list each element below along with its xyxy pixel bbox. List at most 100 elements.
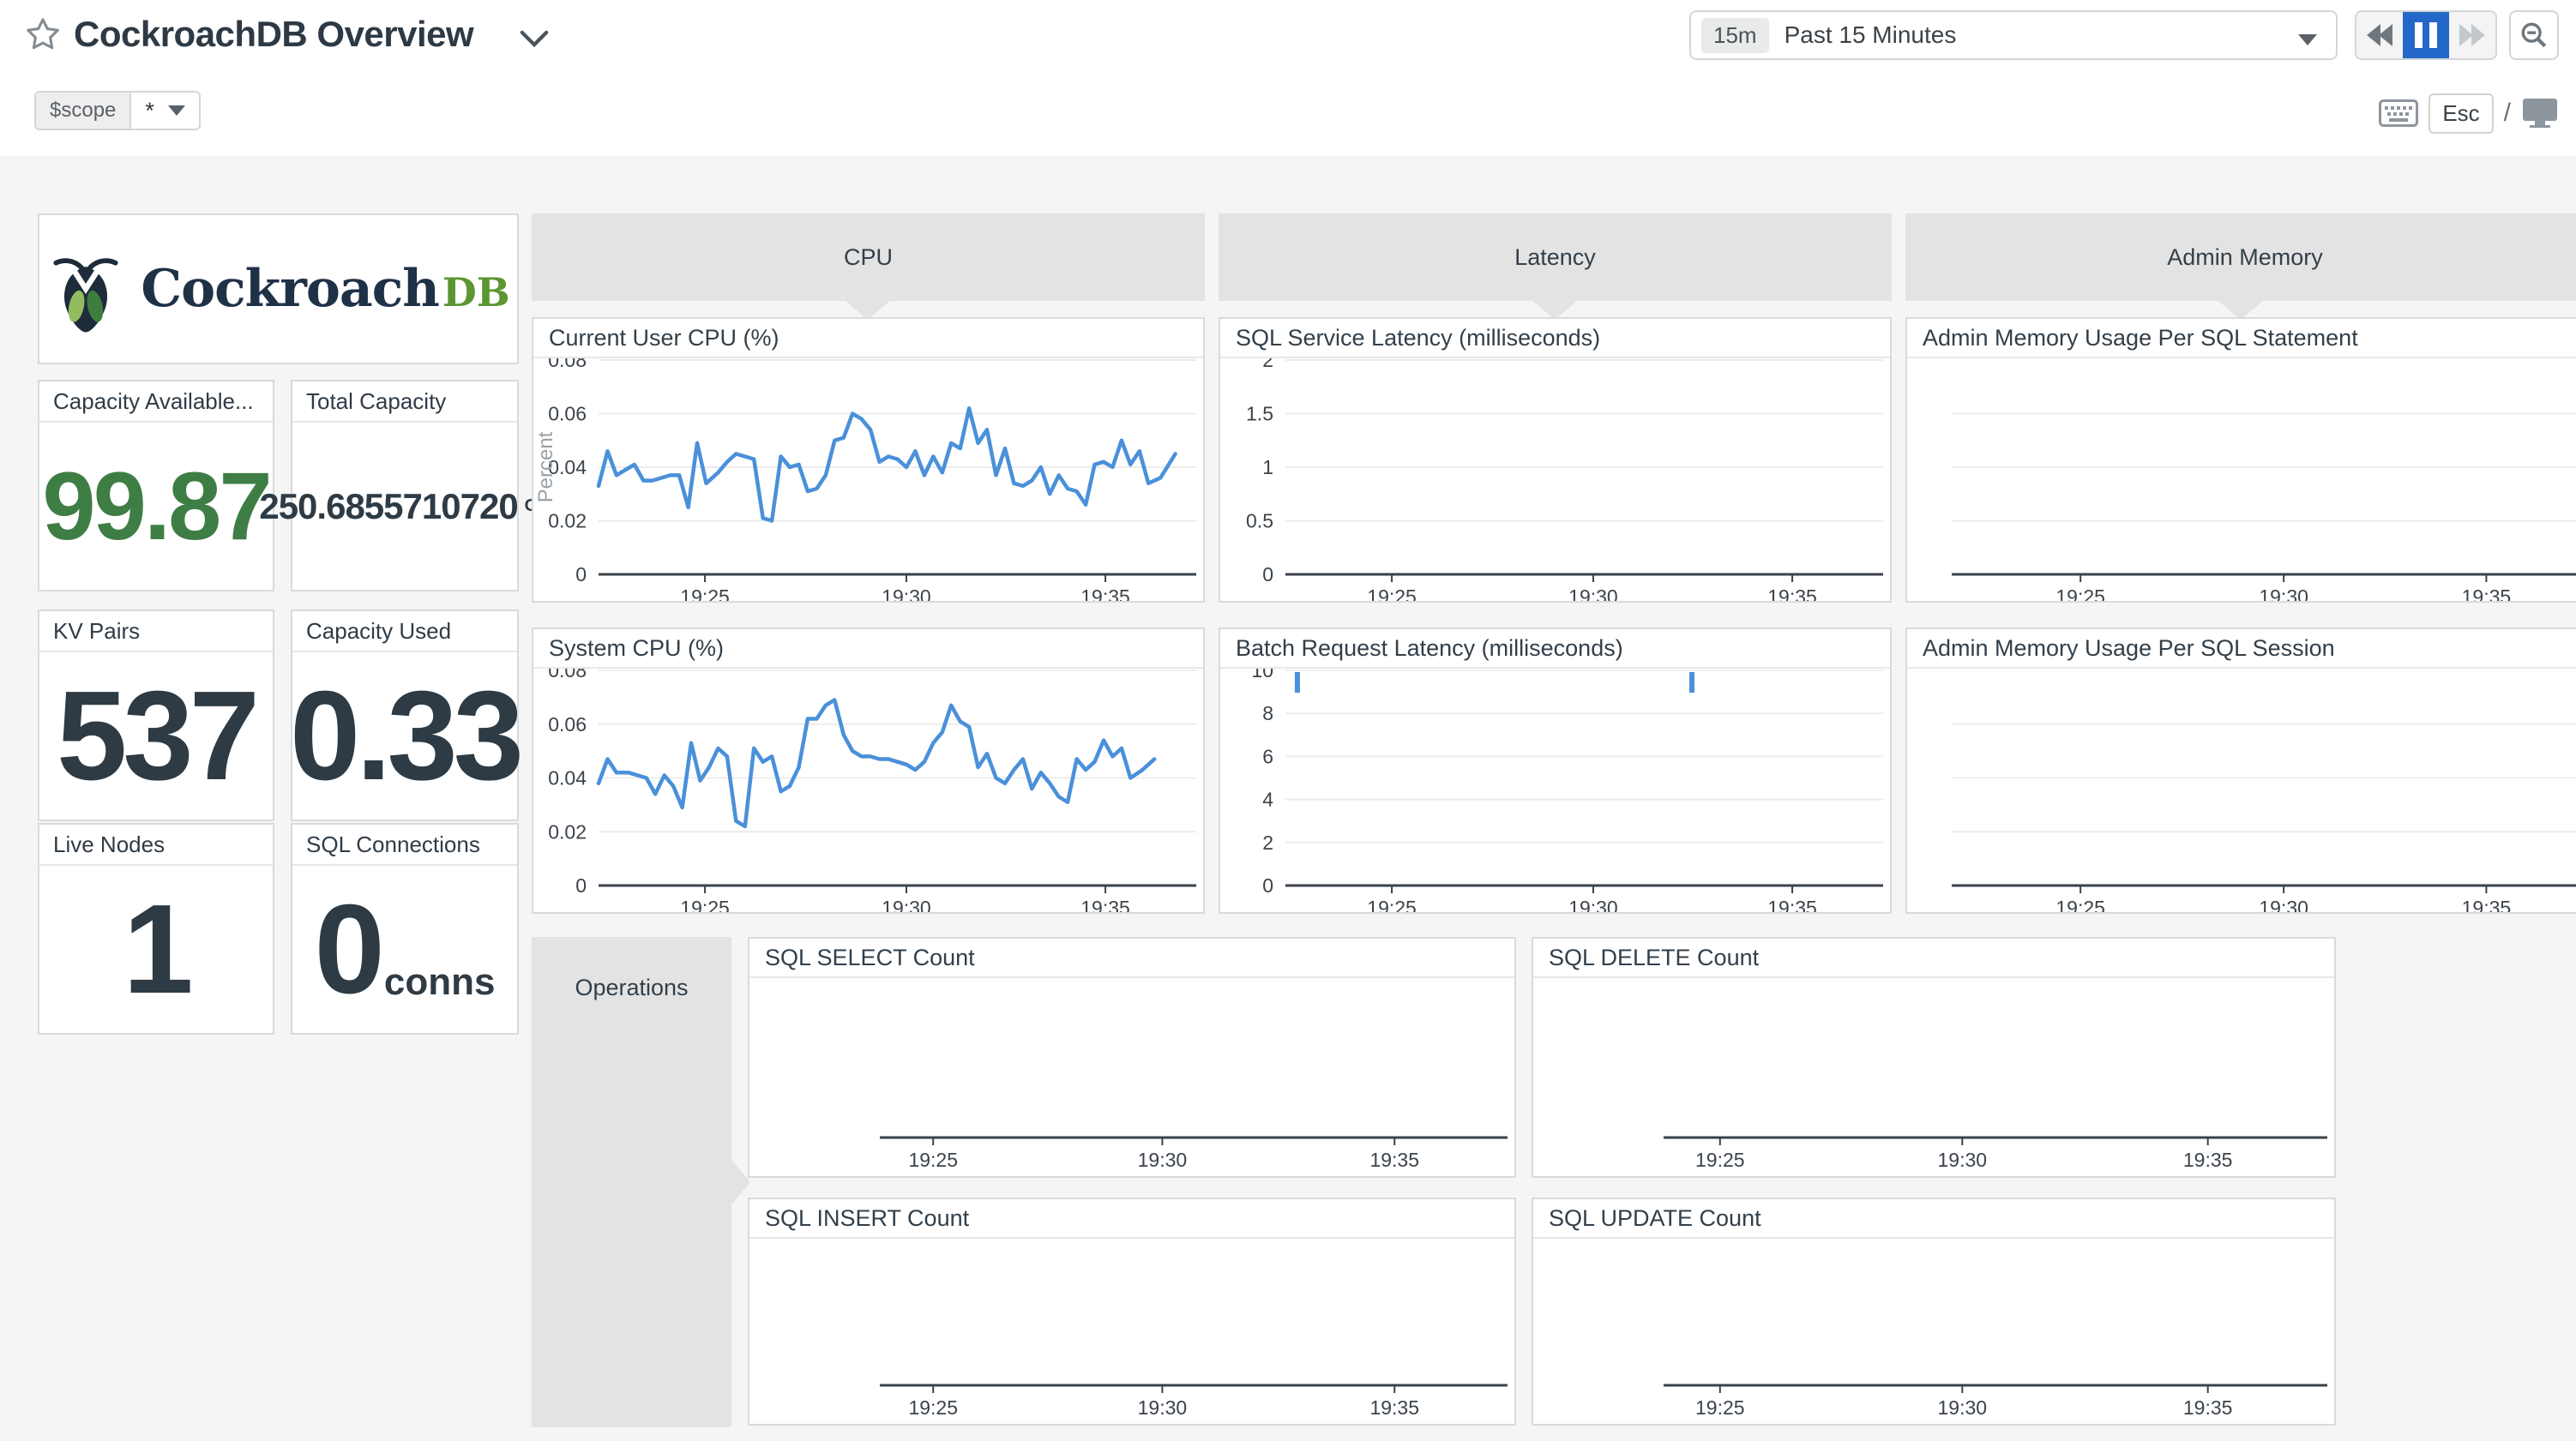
cockroachdb-logo-card: CockroachDB <box>38 213 519 364</box>
svg-text:1.5: 1.5 <box>1246 403 1273 425</box>
scope-caret-icon <box>167 105 185 116</box>
svg-text:0.08: 0.08 <box>548 669 587 681</box>
chart-plot-current-user-cpu[interactable]: 0.08 0.06 0.04 0.02 0 19:25 19:30 19:35 Percent <box>533 349 1203 608</box>
svg-text:19:30: 19:30 <box>1138 1396 1188 1419</box>
rewind-button[interactable] <box>2356 12 2403 58</box>
chart-plot-system-cpu[interactable]: 0.08 0.06 0.04 0.02 0 19:25 19:30 19:35 <box>533 659 1203 919</box>
chart-card-current-user-cpu: Current User CPU (%) 0.08 0.06 0.04 0.02 0 19… <box>532 317 1205 608</box>
group-notch-cpu <box>846 301 890 320</box>
svg-text:0: 0 <box>1262 563 1273 585</box>
svg-text:19:35: 19:35 <box>2462 897 2512 912</box>
stat-card-capacity-used: Capacity Used 0.33 <box>289 609 524 821</box>
chart-title: SQL Service Latency (milliseconds) <box>1220 319 1890 358</box>
svg-text:19:35: 19:35 <box>1080 897 1130 912</box>
svg-text:19:30: 19:30 <box>882 897 931 912</box>
svg-text:1: 1 <box>1262 456 1273 478</box>
svg-text:19:25: 19:25 <box>908 1149 958 1171</box>
stat-value: 99.87 <box>42 453 272 560</box>
group-header-operations: Operations <box>532 937 731 1427</box>
chart-title: Current User CPU (%) <box>533 319 1203 358</box>
chart-title: Admin Memory Usage Per SQL Statement <box>1907 319 2576 358</box>
svg-text:10: 10 <box>1251 669 1273 681</box>
chart-title: System CPU (%) <box>533 629 1203 669</box>
svg-text:19:25: 19:25 <box>1367 897 1417 912</box>
stat-value: 0.33 <box>289 664 524 807</box>
favorite-star-icon[interactable] <box>24 15 62 53</box>
svg-text:19:30: 19:30 <box>1568 585 1618 601</box>
group-header-admin-memory: Admin Memory <box>1905 213 2576 301</box>
stat-label: KV Pairs <box>39 611 273 652</box>
pause-icon <box>2415 22 2437 48</box>
fast-forward-icon <box>2459 24 2485 46</box>
svg-text:0: 0 <box>575 874 587 897</box>
magnifier-minus-icon <box>2521 22 2547 48</box>
chart-card-sql-insert-count: SQL INSERT Count 19:25 19:30 19:35 <box>748 1198 1516 1426</box>
stat-card-sql-connections: SQL Connections 0 conns <box>291 823 519 1035</box>
svg-text:19:25: 19:25 <box>680 585 730 601</box>
svg-text:2: 2 <box>1262 832 1273 854</box>
time-range-badge: 15m <box>1701 17 1769 53</box>
svg-text:19:25: 19:25 <box>908 1396 958 1419</box>
group-header-latency: Latency <box>1219 213 1892 301</box>
stat-label: Live Nodes <box>39 825 273 866</box>
chart-plot-sql-insert-count[interactable]: 19:25 19:30 19:35 <box>749 1239 1514 1424</box>
svg-text:0.02: 0.02 <box>548 820 587 843</box>
chart-plot-sql-service-latency[interactable]: 2 1.5 1 0.5 0 19:25 19:30 19:35 <box>1220 349 1890 608</box>
svg-text:19:35: 19:35 <box>1369 1149 1419 1171</box>
svg-text:0.06: 0.06 <box>548 713 587 736</box>
group-notch-latency <box>1532 301 1577 320</box>
svg-text:19:30: 19:30 <box>1138 1149 1188 1171</box>
scope-variable-value: * <box>145 97 154 123</box>
forward-button[interactable] <box>2449 12 2495 58</box>
esc-key-button[interactable]: Esc <box>2429 93 2494 134</box>
svg-text:Percent: Percent <box>534 431 557 502</box>
svg-text:0.04: 0.04 <box>548 456 587 478</box>
chart-plot-admin-memory-statement[interactable]: 19:25 19:30 19:35 <box>1907 358 2576 608</box>
svg-text:19:30: 19:30 <box>2259 897 2308 912</box>
group-notch-admin-memory <box>2218 301 2263 320</box>
page-title: CockroachDB Overview <box>74 14 474 54</box>
stat-label: Total Capacity <box>292 381 517 423</box>
stat-value: 1 <box>123 878 193 1020</box>
svg-text:0.5: 0.5 <box>1246 510 1273 532</box>
time-range-selector[interactable]: 15m Past 15 Minutes <box>1689 10 2338 60</box>
svg-text:6: 6 <box>1262 745 1273 767</box>
chart-plot-sql-update-count[interactable]: 19:25 19:30 19:35 <box>1533 1239 2334 1424</box>
svg-text:4: 4 <box>1262 789 1273 811</box>
chart-plot-admin-memory-session[interactable]: 19:25 19:30 19:35 <box>1907 669 2576 919</box>
pause-button[interactable] <box>2403 12 2449 58</box>
stat-label: Capacity Used <box>292 611 517 652</box>
chart-title: SQL SELECT Count <box>749 939 1514 978</box>
chart-card-sql-update-count: SQL UPDATE Count 19:25 19:30 19:35 <box>1532 1198 2336 1426</box>
zoom-out-button[interactable] <box>2509 10 2559 60</box>
stat-unit: conns <box>383 961 496 1003</box>
top-bar: CockroachDB Overview 15m Past 15 Minutes <box>0 0 2576 156</box>
group-header-cpu: CPU <box>532 213 1205 301</box>
tv-mode-icon[interactable] <box>2521 97 2559 129</box>
stat-card-total-capacity: Total Capacity 250.6855710720 GB <box>259 380 551 591</box>
keyboard-icon[interactable] <box>2379 99 2419 127</box>
chart-card-system-cpu: System CPU (%) 0.08 0.06 0.04 0.02 0 19:25 19:… <box>532 627 1205 919</box>
chart-card-batch-request-latency: Batch Request Latency (milliseconds) 10 8… <box>1219 627 1892 919</box>
stat-card-live-nodes: Live Nodes 1 <box>38 823 274 1035</box>
chart-title: SQL INSERT Count <box>749 1199 1514 1239</box>
chart-plot-sql-select-count[interactable]: 19:25 19:30 19:35 <box>749 978 1514 1176</box>
rewind-icon <box>2367 24 2392 46</box>
svg-text:0: 0 <box>1262 874 1273 897</box>
svg-text:19:35: 19:35 <box>1369 1396 1419 1419</box>
svg-text:0.06: 0.06 <box>548 403 587 425</box>
template-variable-scope[interactable]: $scope * <box>34 91 201 130</box>
chart-plot-batch-request-latency[interactable]: 10 8 6 4 2 0 19:25 19:30 19:35 <box>1220 659 1890 919</box>
title-menu-chevron-icon[interactable] <box>520 29 549 48</box>
stat-card-kv-pairs: KV Pairs 537 <box>38 609 274 821</box>
svg-text:0: 0 <box>575 563 587 585</box>
time-range-label: Past 15 Minutes <box>1784 21 1957 48</box>
logo-wordmark: Cockroach <box>141 259 440 319</box>
svg-text:19:35: 19:35 <box>1767 897 1817 912</box>
stat-label: SQL Connections <box>292 825 517 866</box>
chart-card-admin-memory-statement: Admin Memory Usage Per SQL Statement 19:… <box>1905 317 2576 608</box>
chart-plot-sql-delete-count[interactable]: 19:25 19:30 19:35 <box>1533 978 2334 1176</box>
svg-text:19:25: 19:25 <box>2055 585 2105 601</box>
svg-text:8: 8 <box>1262 702 1273 724</box>
chart-title: Batch Request Latency (milliseconds) <box>1220 629 1890 669</box>
